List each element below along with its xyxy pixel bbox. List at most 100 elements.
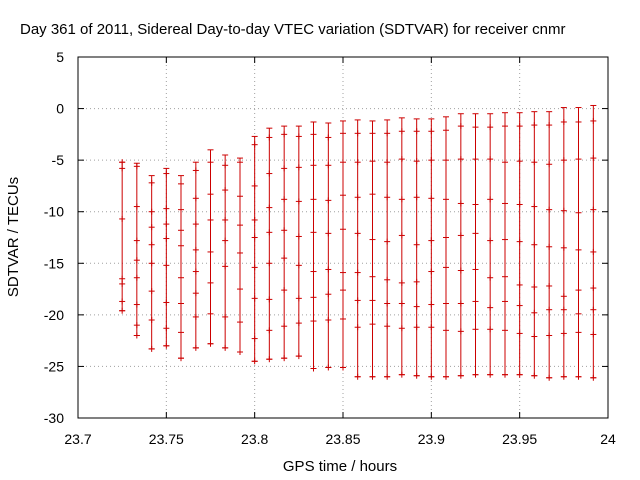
error-bar-group [119,159,126,314]
x-axis-title: GPS time / hours [283,458,397,475]
data-point-marker [354,230,361,237]
data-point-marker [325,364,332,371]
error-bar-group [369,120,376,380]
data-point-marker [354,373,361,380]
data-point-marker [428,324,435,331]
data-point-marker [487,326,494,333]
data-point-marker [590,248,597,255]
data-point-marker [340,159,346,166]
data-point-marker [222,263,229,270]
data-point-marker [266,260,273,267]
data-point-marker [354,269,361,276]
data-point-marker [531,241,538,248]
data-point-marker [457,300,464,307]
data-point-marker [531,284,538,291]
data-point-marker [177,227,184,234]
x-tick-label: 23.7 [64,431,91,447]
data-point-marker [325,197,332,204]
data-point-marker [177,206,184,213]
data-point-marker [354,130,361,137]
data-point-marker [590,206,597,213]
data-point-marker [295,198,302,205]
data-point-marker [398,196,405,203]
data-point-marker [560,118,567,125]
data-point-marker [133,203,140,210]
data-point-marker [340,269,346,276]
data-point-marker [133,332,140,339]
data-point-marker [531,159,538,166]
data-point-marker [590,331,597,338]
y-tick-label: 0 [56,101,64,117]
data-point-marker [502,298,509,305]
data-point-marker [340,226,346,233]
data-point-marker [222,187,229,194]
data-point-marker [516,201,523,208]
data-point-marker [546,374,553,381]
data-point-marker [546,122,553,129]
data-point-marker [310,162,317,169]
data-point-marker [575,310,582,317]
data-point-marker [163,205,170,212]
data-point-marker [560,330,567,337]
data-point-marker [487,156,494,163]
data-point-marker [119,215,126,222]
error-bar-group [398,117,405,378]
data-point-marker [560,244,567,251]
data-point-marker [119,275,126,282]
data-point-marker [502,200,509,207]
data-point-marker [457,372,464,379]
data-point-marker [590,306,597,313]
data-point-marker [384,276,391,283]
data-point-marker [266,296,273,303]
data-point-marker [502,236,509,243]
data-point-marker [516,123,523,130]
data-point-marker [546,306,553,313]
data-point-marker [340,364,346,371]
data-point-marker [281,355,288,362]
data-point-marker [310,229,317,236]
error-bar-group [207,149,214,347]
data-point-marker [148,208,155,215]
data-point-marker [148,288,155,295]
data-point-marker [340,192,346,199]
data-point-marker [237,249,244,256]
data-point-marker [192,167,199,174]
data-point-marker [192,221,199,228]
data-point-marker [590,374,597,381]
y-tick-label: -10 [44,204,64,220]
error-bar-group [384,119,391,380]
data-point-marker [398,232,405,239]
data-point-marker [354,159,361,166]
data-point-marker [251,182,258,189]
data-point-marker [325,291,332,298]
data-point-marker [472,156,479,163]
x-tick-label: 24 [600,431,616,447]
data-point-marker [148,260,155,267]
data-point-marker [575,373,582,380]
data-point-marker [310,318,317,325]
error-bar-group [148,175,155,352]
data-point-marker [222,344,229,351]
data-point-marker [266,356,273,363]
data-point-marker [295,233,302,240]
data-point-marker [163,221,170,228]
data-point-marker [177,300,184,307]
data-point-marker [531,372,538,379]
error-bar-group [281,125,288,362]
data-point-marker [428,128,435,135]
data-point-marker [457,200,464,207]
data-point-marker [207,340,214,347]
data-point-marker [369,236,376,243]
error-bar-group [487,113,494,378]
data-point-marker [251,335,258,342]
axes: 23.7 23.75 23.8 23.85 23.9 23.95 24 -30 -25 -20 -1… [44,49,616,447]
data-point-marker [251,264,258,271]
error-bar-group [177,175,184,362]
data-point-marker [384,159,391,166]
data-point-marker [575,287,582,294]
data-point-marker [119,280,126,287]
error-bar-group [590,104,597,381]
data-point-marker [133,237,140,244]
data-point-marker [546,243,553,250]
